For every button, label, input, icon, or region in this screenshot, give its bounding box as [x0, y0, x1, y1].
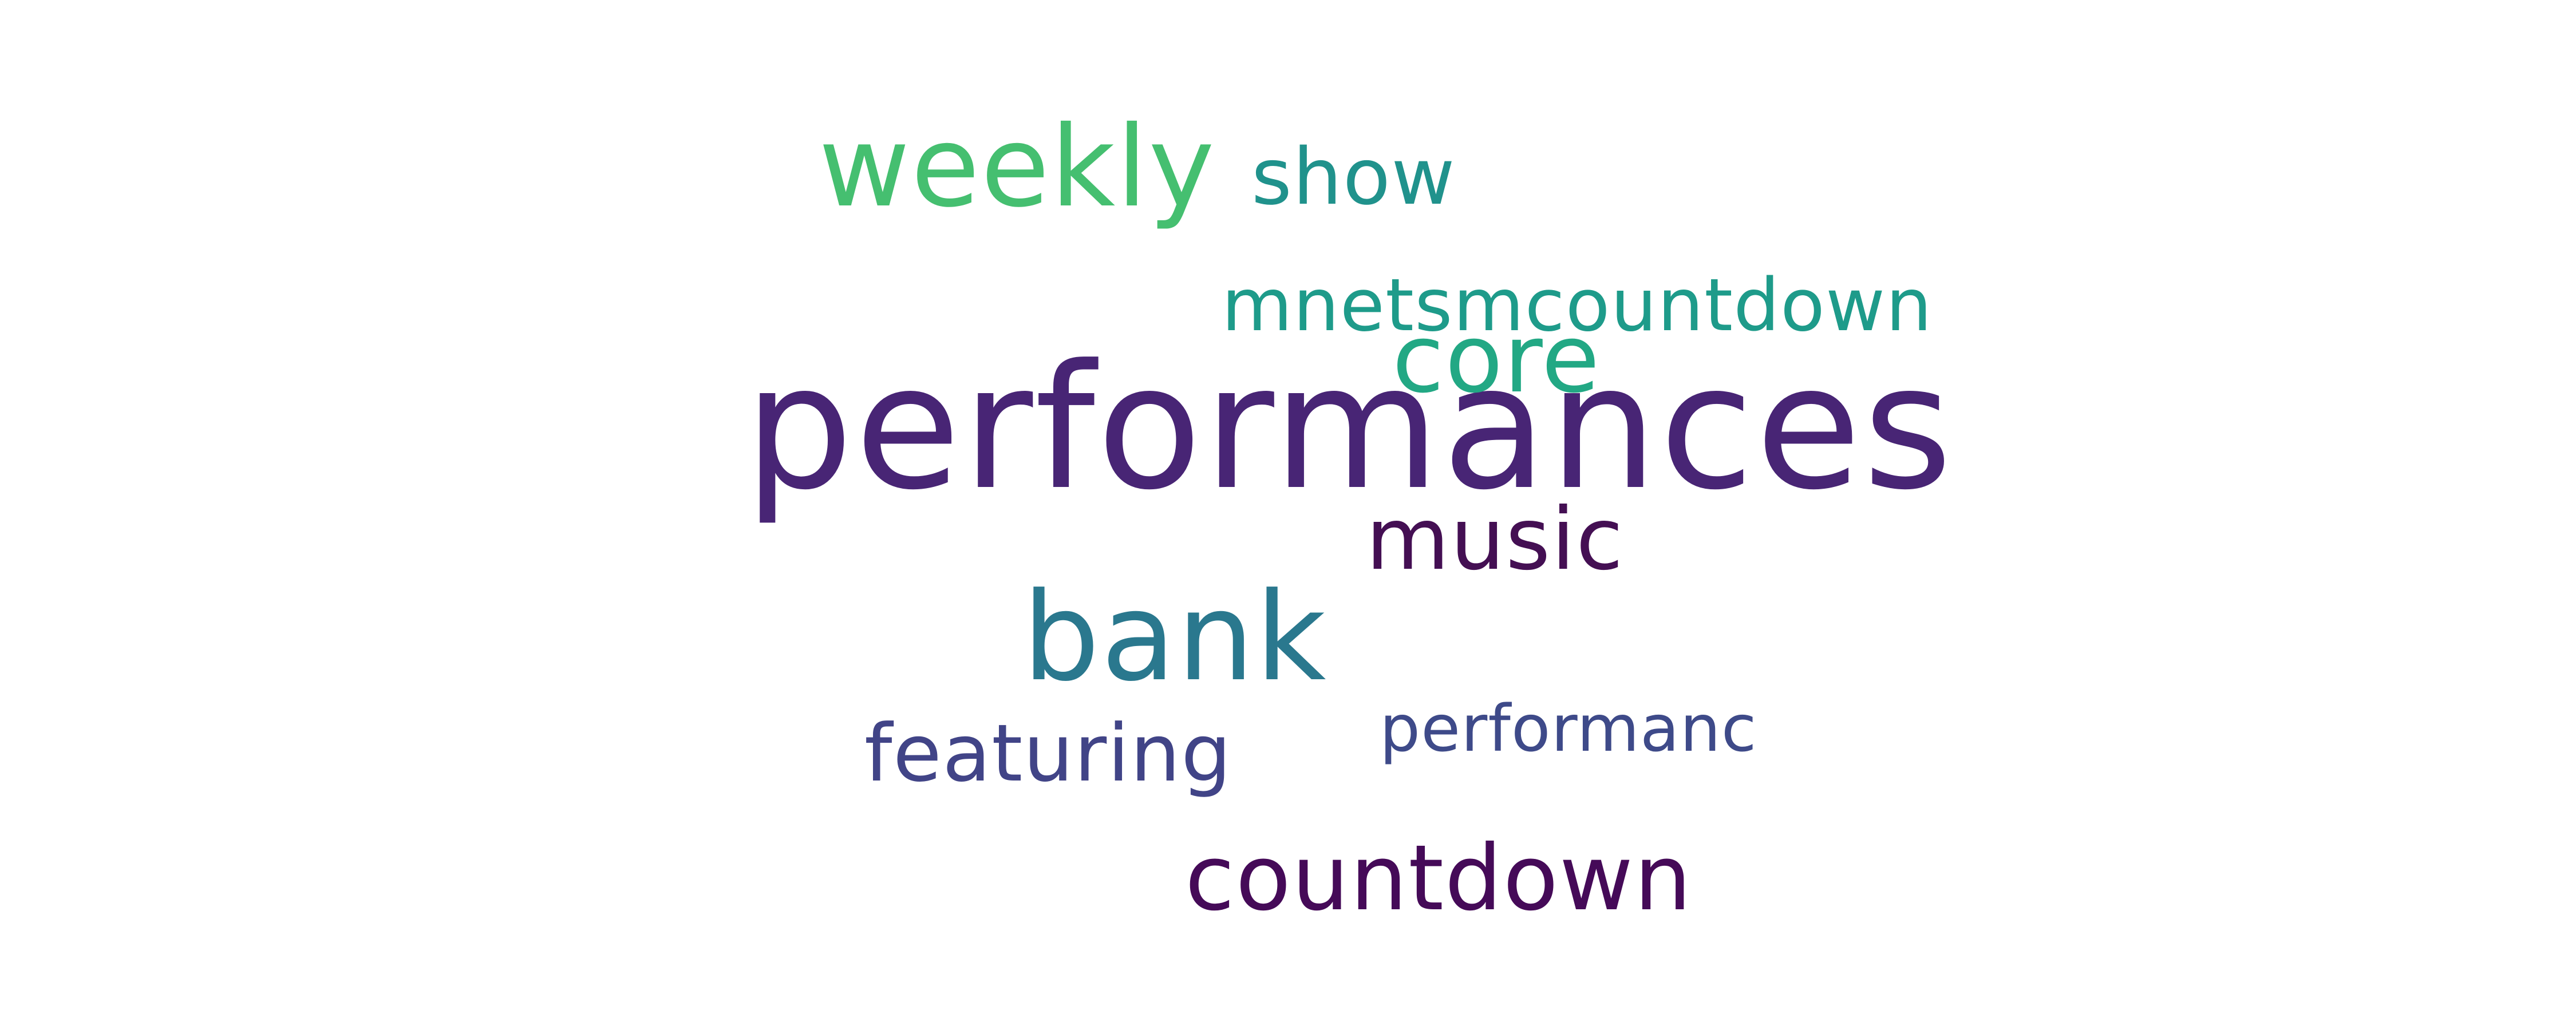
- word-show: show: [1251, 132, 1456, 223]
- word-core: core: [1392, 304, 1601, 414]
- word-music: music: [1366, 490, 1624, 589]
- word-performanc: performanc: [1380, 692, 1757, 766]
- word-mnetsmcountdown: mnetsmcountdown: [1222, 263, 1933, 347]
- word-countdown: countdown: [1185, 826, 1693, 931]
- word-weekly: weekly: [819, 102, 1216, 232]
- word-performances: performances: [744, 328, 1954, 528]
- word-featuring: featuring: [864, 707, 1232, 799]
- word-bank: bank: [1022, 566, 1327, 708]
